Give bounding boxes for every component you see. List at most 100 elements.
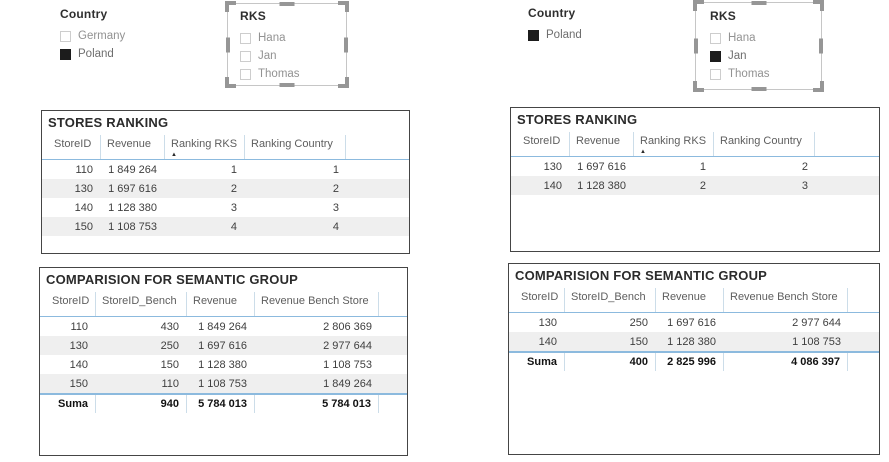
column-header-storeid-bench[interactable]: StoreID_Bench	[95, 292, 186, 316]
slicer-title: RKS	[710, 9, 736, 23]
cell-ranking-rks: 1	[699, 160, 706, 173]
checkbox-icon[interactable]	[710, 32, 721, 44]
comparison-visual-right[interactable]: COMPARISION FOR SEMANTIC GROUP StoreID S…	[508, 263, 880, 455]
column-header-storeid-bench[interactable]: StoreID_Bench	[564, 288, 655, 312]
resize-handle-top-right[interactable]	[338, 1, 349, 12]
column-header-revenue[interactable]: Revenue	[186, 292, 254, 316]
resize-handle-bottom-left[interactable]	[225, 77, 236, 88]
rks-slicer-left[interactable]: RKS Hana Jan Thomas	[240, 9, 340, 83]
country-slicer-left[interactable]: Country Germany Poland	[60, 7, 180, 63]
resize-handle-top[interactable]	[751, 1, 766, 5]
resize-handle-left[interactable]	[226, 37, 230, 52]
table-row[interactable]: 130 250 1 697 616 2 977 644	[40, 336, 407, 355]
resize-handle-right[interactable]	[344, 37, 348, 52]
table-row[interactable]: 140 1 128 380 2 3	[511, 176, 879, 195]
checkbox-icon[interactable]	[528, 29, 539, 41]
table-row[interactable]: 130 1 697 616 1 2	[511, 157, 879, 176]
slicer-item-thomas[interactable]: Thomas	[710, 65, 810, 83]
table-row[interactable]: 140 150 1 128 380 1 108 753	[40, 355, 407, 374]
slicer-item-thomas[interactable]: Thomas	[240, 65, 340, 83]
checkbox-icon[interactable]	[240, 32, 251, 44]
slicer-item-hana[interactable]: Hana	[710, 29, 810, 47]
stores-ranking-visual-left[interactable]: STORES RANKING StoreID Revenue Ranking R…	[41, 110, 410, 254]
total-storeid-bench: 400	[564, 353, 655, 371]
column-header-revenue[interactable]: Revenue	[655, 288, 723, 312]
cell-storeid: 150	[69, 377, 88, 390]
cell-ranking-rks: 4	[230, 220, 237, 233]
resize-handle-top-right[interactable]	[813, 0, 824, 11]
column-header-ranking-rks[interactable]: Ranking RKS ▲	[633, 132, 713, 156]
cell-storeid: 110	[75, 163, 93, 176]
table-row[interactable]: 140 150 1 128 380 1 108 753	[509, 332, 879, 351]
resize-handle-top[interactable]	[279, 2, 295, 6]
table-row[interactable]: 130 250 1 697 616 2 977 644	[509, 313, 879, 332]
checkbox-icon[interactable]	[710, 50, 721, 62]
rks-slicer-right[interactable]: RKS Hana Jan Thomas	[710, 9, 810, 83]
slicer-item-jan[interactable]: Jan	[240, 47, 340, 65]
resize-handle-bottom[interactable]	[279, 83, 295, 87]
resize-handle-left[interactable]	[694, 38, 698, 54]
cell-storeid: 150	[74, 220, 93, 233]
column-header-storeid[interactable]: StoreID	[521, 291, 559, 303]
column-header-revenue[interactable]: Revenue	[569, 132, 633, 156]
slicer-item-germany[interactable]: Germany	[60, 27, 180, 45]
visual-title: STORES RANKING	[48, 115, 169, 130]
slicer-item-jan[interactable]: Jan	[710, 47, 810, 65]
slicer-item-label: Thomas	[258, 68, 300, 80]
cell-storeid: 140	[538, 335, 557, 348]
cell-storeid: 140	[69, 358, 88, 371]
table-row[interactable]: 140 1 128 380 3 3	[42, 198, 409, 217]
resize-handle-bottom-right[interactable]	[813, 81, 824, 92]
total-label: Suma	[527, 356, 557, 368]
cell-revenue-bench: 1 108 753	[323, 358, 372, 371]
cell-ranking-country: 3	[801, 179, 808, 192]
table-total-row: Suma 400 2 825 996 4 086 397	[509, 351, 879, 371]
table-header-row: StoreID StoreID_Bench Revenue Revenue Be…	[509, 288, 879, 313]
table-row[interactable]: 110 1 849 264 1 1	[42, 160, 409, 179]
slicer-item-poland[interactable]: Poland	[60, 45, 180, 63]
visual-title: COMPARISION FOR SEMANTIC GROUP	[46, 272, 299, 287]
table-header-row: StoreID StoreID_Bench Revenue Revenue Be…	[40, 292, 407, 317]
cell-ranking-rks: 3	[230, 201, 237, 214]
slicer-item-hana[interactable]: Hana	[240, 29, 340, 47]
cell-revenue: 1 128 380	[577, 179, 626, 192]
column-header-ranking-country[interactable]: Ranking Country	[244, 135, 346, 159]
cell-revenue: 1 128 380	[667, 335, 716, 348]
column-header-label: Ranking RKS	[171, 138, 238, 150]
resize-handle-top-left[interactable]	[693, 0, 704, 11]
column-header-revenue[interactable]: Revenue	[100, 135, 164, 159]
stores-ranking-visual-right[interactable]: STORES RANKING StoreID Revenue Ranking R…	[510, 107, 880, 252]
column-header-ranking-rks[interactable]: Ranking RKS ▲	[164, 135, 244, 159]
resize-handle-right[interactable]	[819, 38, 823, 54]
resize-handle-bottom-left[interactable]	[693, 81, 704, 92]
table-row[interactable]: 150 110 1 108 753 1 849 264	[40, 374, 407, 393]
checkbox-icon[interactable]	[60, 30, 71, 42]
checkbox-icon[interactable]	[60, 48, 71, 60]
column-header-storeid[interactable]: StoreID	[52, 295, 90, 307]
cell-revenue: 1 849 264	[108, 163, 157, 176]
resize-handle-bottom[interactable]	[751, 87, 766, 91]
column-header-storeid[interactable]: StoreID	[54, 138, 92, 150]
table-row[interactable]: 110 430 1 849 264 2 806 369	[40, 317, 407, 336]
column-header-storeid[interactable]: StoreID	[523, 135, 561, 147]
cell-revenue: 1 697 616	[198, 339, 247, 352]
checkbox-icon[interactable]	[710, 68, 721, 80]
table-row[interactable]: 130 1 697 616 2 2	[42, 179, 409, 198]
cell-storeid: 140	[74, 201, 93, 214]
table-row[interactable]: 150 1 108 753 4 4	[42, 217, 409, 236]
column-header-ranking-country[interactable]: Ranking Country	[713, 132, 815, 156]
resize-handle-bottom-right[interactable]	[338, 77, 349, 88]
slicer-item-poland[interactable]: Poland	[528, 26, 648, 44]
column-header-revenue-bench-store[interactable]: Revenue Bench Store	[723, 288, 848, 312]
checkbox-icon[interactable]	[240, 68, 251, 80]
checkbox-icon[interactable]	[240, 50, 251, 62]
resize-handle-top-left[interactable]	[225, 1, 236, 12]
cell-storeid: 140	[543, 179, 562, 192]
table-header-row: StoreID Revenue Ranking RKS ▲ Ranking Co…	[511, 132, 879, 157]
cell-revenue: 1 128 380	[198, 358, 247, 371]
column-header-revenue-bench-store[interactable]: Revenue Bench Store	[254, 292, 379, 316]
cell-ranking-country: 2	[801, 160, 808, 173]
country-slicer-right[interactable]: Country Poland	[528, 6, 648, 44]
cell-storeid-bench: 150	[160, 358, 179, 371]
comparison-visual-left[interactable]: COMPARISION FOR SEMANTIC GROUP StoreID S…	[39, 267, 408, 456]
